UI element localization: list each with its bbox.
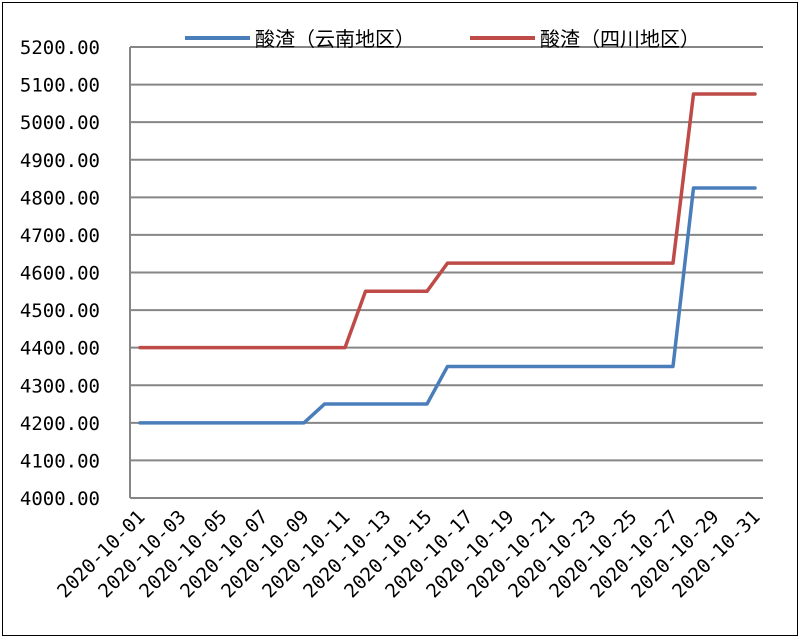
y-tick-label: 5100.00 <box>20 75 100 97</box>
y-tick-label: 5000.00 <box>20 112 100 134</box>
y-tick-label: 4800.00 <box>20 187 100 209</box>
y-tick-label: 4700.00 <box>20 225 100 247</box>
y-tick-label: 4400.00 <box>20 338 100 360</box>
series-line <box>138 186 757 425</box>
y-tick-label: 4900.00 <box>20 150 100 172</box>
legend-label: 酸渣（四川地区） <box>540 27 700 51</box>
y-tick-label: 4200.00 <box>20 413 100 435</box>
y-tick-label: 4300.00 <box>20 375 100 397</box>
legend-label: 酸渣（云南地区） <box>255 27 415 51</box>
y-tick-label: 4000.00 <box>20 488 100 510</box>
chart-frame <box>2 2 798 636</box>
series-line <box>138 92 757 350</box>
y-tick-label: 4100.00 <box>20 450 100 472</box>
y-tick-label: 4500.00 <box>20 300 100 322</box>
y-tick-label: 4600.00 <box>20 263 100 285</box>
y-tick-label: 5200.00 <box>20 37 100 59</box>
